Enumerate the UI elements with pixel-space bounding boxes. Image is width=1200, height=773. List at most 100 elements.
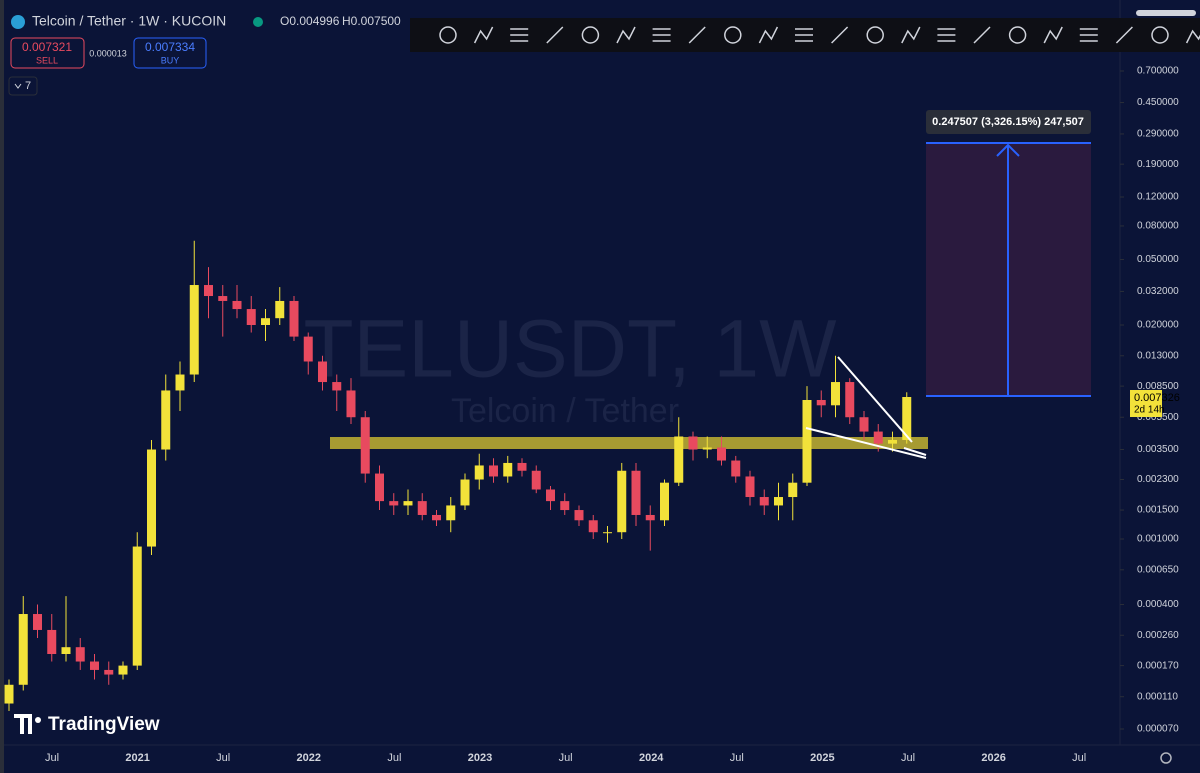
- candle-body: [759, 497, 769, 506]
- candle-body: [802, 400, 812, 483]
- tool-icon: [937, 28, 956, 42]
- tool-icon: [439, 26, 457, 44]
- x-tick-label: 2022: [297, 752, 321, 764]
- candle-body: [831, 382, 840, 406]
- candle-body: [161, 390, 171, 450]
- candle-body: [717, 447, 726, 461]
- candle-body: [788, 482, 798, 498]
- candle-body: [888, 439, 897, 444]
- candle-body: [75, 647, 85, 662]
- tool-icon: [616, 26, 636, 44]
- y-tick-label: 0.120000: [1137, 192, 1179, 203]
- open-value: O0.004996: [280, 14, 340, 28]
- watermark-symbol: TELUSDT, 1W: [303, 304, 837, 395]
- indicators-count: 7: [25, 80, 31, 92]
- x-tick-label: Jul: [901, 752, 915, 764]
- watermark-name: Telcoin / Tether: [451, 392, 679, 430]
- measure-label: 0.247507 (3,326.15%) 247,507: [932, 116, 1084, 128]
- y-tick-label: 0.000650: [1137, 564, 1179, 575]
- candle-body: [246, 309, 256, 325]
- candle-body: [303, 336, 313, 362]
- candle-body: [645, 514, 655, 521]
- candle-body: [132, 546, 142, 666]
- countdown: 2d 14h: [1134, 405, 1165, 416]
- tool-icon: [652, 28, 671, 42]
- y-tick-label: 0.000170: [1137, 660, 1179, 671]
- candle-body: [603, 532, 612, 534]
- x-tick-label: Jul: [387, 752, 401, 764]
- sell-button[interactable]: [10, 37, 85, 69]
- y-tick-label: 0.000110: [1137, 691, 1178, 702]
- candle-body: [403, 501, 413, 506]
- x-tick-label: Jul: [45, 752, 59, 764]
- settings-icon[interactable]: [1160, 752, 1172, 764]
- tool-icon: [795, 28, 813, 42]
- spread: 0.000013: [89, 48, 127, 58]
- tool-icon: [581, 26, 600, 44]
- candle-body: [902, 397, 912, 440]
- candle-body: [232, 300, 242, 310]
- y-tick-label: 0.005500: [1137, 412, 1179, 423]
- support-zone: [330, 437, 928, 449]
- candle-body: [574, 510, 584, 521]
- buy-price: 0.007334: [145, 40, 195, 54]
- logo-dot: [35, 717, 41, 723]
- toolbar-handle: [1136, 10, 1196, 16]
- symbol-icon: [11, 15, 25, 29]
- indicators-toggle[interactable]: [8, 76, 38, 96]
- candle-body: [517, 462, 527, 471]
- candle-body: [261, 318, 270, 325]
- buy-button[interactable]: [133, 37, 207, 69]
- candle-body: [702, 447, 712, 450]
- candle-body: [204, 285, 213, 297]
- candle-body: [531, 470, 541, 490]
- logo-mark: [14, 714, 32, 734]
- candle-body: [859, 417, 869, 432]
- tool-icon: [901, 26, 921, 44]
- tool-icon: [1185, 29, 1200, 44]
- measure-arrow: [996, 143, 1020, 396]
- measure-label-box: [926, 110, 1091, 134]
- tool-icon: [1115, 26, 1133, 44]
- candle-body: [688, 436, 698, 450]
- y-tick-label: 0.001500: [1137, 505, 1179, 516]
- tool-icon: [1079, 28, 1098, 42]
- y-tick-label: 0.020000: [1137, 320, 1179, 331]
- candle-body: [816, 400, 826, 406]
- candle-body: [446, 505, 456, 521]
- tool-icon: [546, 26, 564, 44]
- time-axis: Jul 2021 Jul 2022 Jul 2023 Jul 2024 Jul 2025 Jul 20…: [45, 752, 1086, 764]
- y-tick-label: 0.001000: [1137, 534, 1179, 545]
- candle-body: [617, 470, 627, 533]
- tool-icon: [473, 26, 494, 44]
- y-tick-label: 0.003500: [1137, 444, 1179, 455]
- price-label-box: [1130, 390, 1162, 417]
- candle-body: [332, 382, 342, 391]
- candle-body: [175, 374, 185, 391]
- y-tick-label: 0.190000: [1137, 159, 1179, 170]
- candle-body: [873, 431, 883, 444]
- candle-body: [432, 514, 441, 521]
- x-tick-label: 2021: [125, 752, 149, 764]
- candle-body: [33, 614, 42, 630]
- candle-body: [674, 436, 684, 483]
- tool-icon: [866, 26, 884, 44]
- tool-icon: [724, 26, 742, 44]
- candle-body: [118, 665, 128, 675]
- candle-body: [375, 473, 384, 502]
- candle-body: [18, 614, 28, 685]
- candle-body: [275, 300, 285, 319]
- candle-body: [346, 390, 356, 418]
- x-tick-label: 2024: [639, 752, 664, 764]
- candle-body: [47, 629, 57, 654]
- tool-icon: [510, 28, 529, 42]
- chevron: [14, 83, 22, 89]
- x-tick-label: Jul: [730, 752, 744, 764]
- candle-body: [289, 300, 299, 337]
- candle-body: [4, 684, 14, 704]
- candle-body: [389, 501, 399, 506]
- tool-icon: [758, 26, 779, 44]
- candle-body: [745, 476, 755, 498]
